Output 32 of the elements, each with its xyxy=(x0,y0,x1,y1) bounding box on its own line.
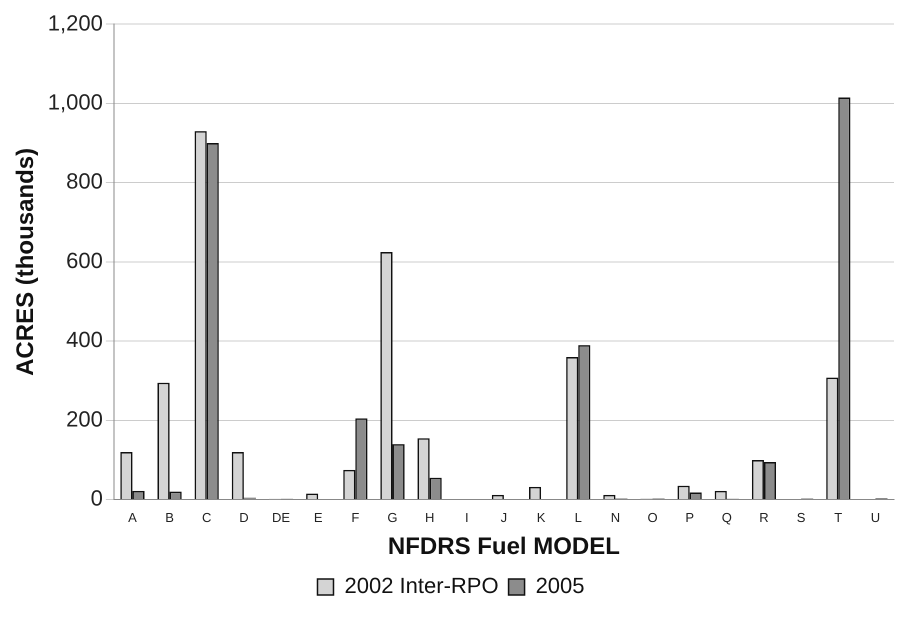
y-tick-label: 800 xyxy=(66,168,103,194)
x-tick-label: O xyxy=(647,510,658,525)
x-tick-label: S xyxy=(796,510,806,525)
x-tick-label: H xyxy=(424,510,434,525)
x-tick-label: U xyxy=(870,510,880,525)
y-axis-title: ACRES (thousands) xyxy=(12,148,40,376)
x-axis-title: NFDRS Fuel MODEL xyxy=(388,533,620,560)
legend-label: 2002 Inter-RPO xyxy=(344,573,499,598)
x-tick-label: Q xyxy=(722,510,732,525)
x-tick-label: G xyxy=(387,510,398,525)
y-tick-label: 600 xyxy=(66,248,103,273)
x-tick-label: A xyxy=(128,510,138,525)
x-tick-label: L xyxy=(574,510,582,525)
x-tick-label: E xyxy=(314,510,323,525)
x-tick-label: B xyxy=(165,510,174,525)
x-tick-label: T xyxy=(834,510,842,525)
y-tick-label: 400 xyxy=(66,327,103,352)
legend-label: 2005 xyxy=(536,573,585,598)
y-tick-label: 1,000 xyxy=(48,89,103,114)
y-tick-label: 0 xyxy=(90,486,103,511)
x-tick-label: R xyxy=(759,510,769,525)
x-tick-label: DE xyxy=(272,510,290,525)
x-tick-label: K xyxy=(536,510,546,525)
x-tick-label: D xyxy=(239,510,249,525)
y-tick-label: 1,200 xyxy=(48,10,103,36)
x-tick-label: F xyxy=(351,510,360,525)
x-tick-label: P xyxy=(685,510,694,525)
x-tick-label: J xyxy=(500,510,508,525)
x-tick-label: I xyxy=(464,510,469,525)
x-tick-label: C xyxy=(202,510,212,525)
x-tick-label: N xyxy=(610,510,620,525)
y-tick-label: 200 xyxy=(66,406,103,432)
